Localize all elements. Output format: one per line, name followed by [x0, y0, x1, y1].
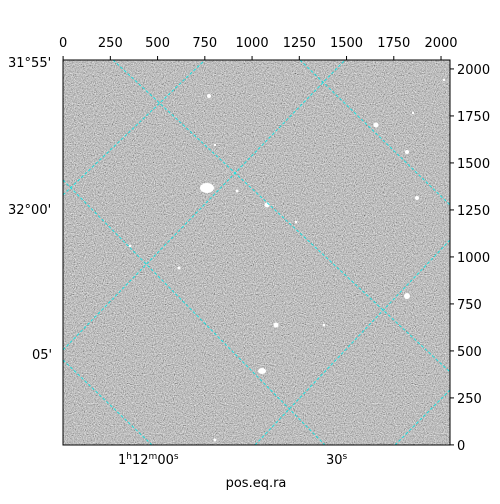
x-tick-label: 2000 — [424, 36, 457, 51]
ra-part: s — [343, 452, 348, 462]
ra-part: s — [174, 452, 179, 462]
y-tick-label: 0 — [457, 439, 465, 454]
x-tick-label: 0 — [59, 36, 67, 51]
dec-label: 05' — [32, 348, 52, 363]
y-tick-label: 1250 — [457, 204, 490, 219]
x-tick-label: 1000 — [236, 36, 269, 51]
x-tick-label: 750 — [192, 36, 217, 51]
ra-label: 1h12m00s — [118, 452, 179, 468]
x-axis-label: pos.eq.ra — [226, 476, 287, 491]
y-tick-label: 750 — [457, 298, 482, 313]
x-tick-label: 500 — [145, 36, 170, 51]
dec-labels: 31°55' 32°00' 05' — [8, 56, 52, 363]
stars — [128, 78, 446, 442]
y-tick-label: 1000 — [457, 251, 490, 266]
y-tick-label: 1750 — [457, 110, 490, 125]
ra-label: 30s — [326, 452, 348, 468]
ra-part: 1 — [118, 453, 126, 468]
y-tick-label: 1500 — [457, 157, 490, 172]
ra-part: m — [149, 452, 158, 462]
frame — [62, 59, 451, 446]
wcs-grid — [63, 60, 450, 445]
x-tick-label: 1250 — [283, 36, 316, 51]
ra-part: 00 — [157, 453, 174, 468]
ra-part: h — [126, 452, 132, 462]
ra-part: 30 — [326, 453, 343, 468]
x-tick-label: 1500 — [330, 36, 363, 51]
dec-label: 32°00' — [8, 203, 51, 218]
ra-part: 12 — [132, 453, 149, 468]
y-tick-label: 250 — [457, 392, 482, 407]
y-tick-label: 2000 — [457, 63, 490, 78]
x-tick-label: 1750 — [377, 36, 410, 51]
x-tick-label: 250 — [98, 36, 123, 51]
sky-image — [63, 60, 450, 445]
dec-label: 31°55' — [8, 56, 51, 71]
y-tick-label: 500 — [457, 345, 482, 360]
ra-labels: 1h12m00s 30s — [118, 452, 348, 468]
